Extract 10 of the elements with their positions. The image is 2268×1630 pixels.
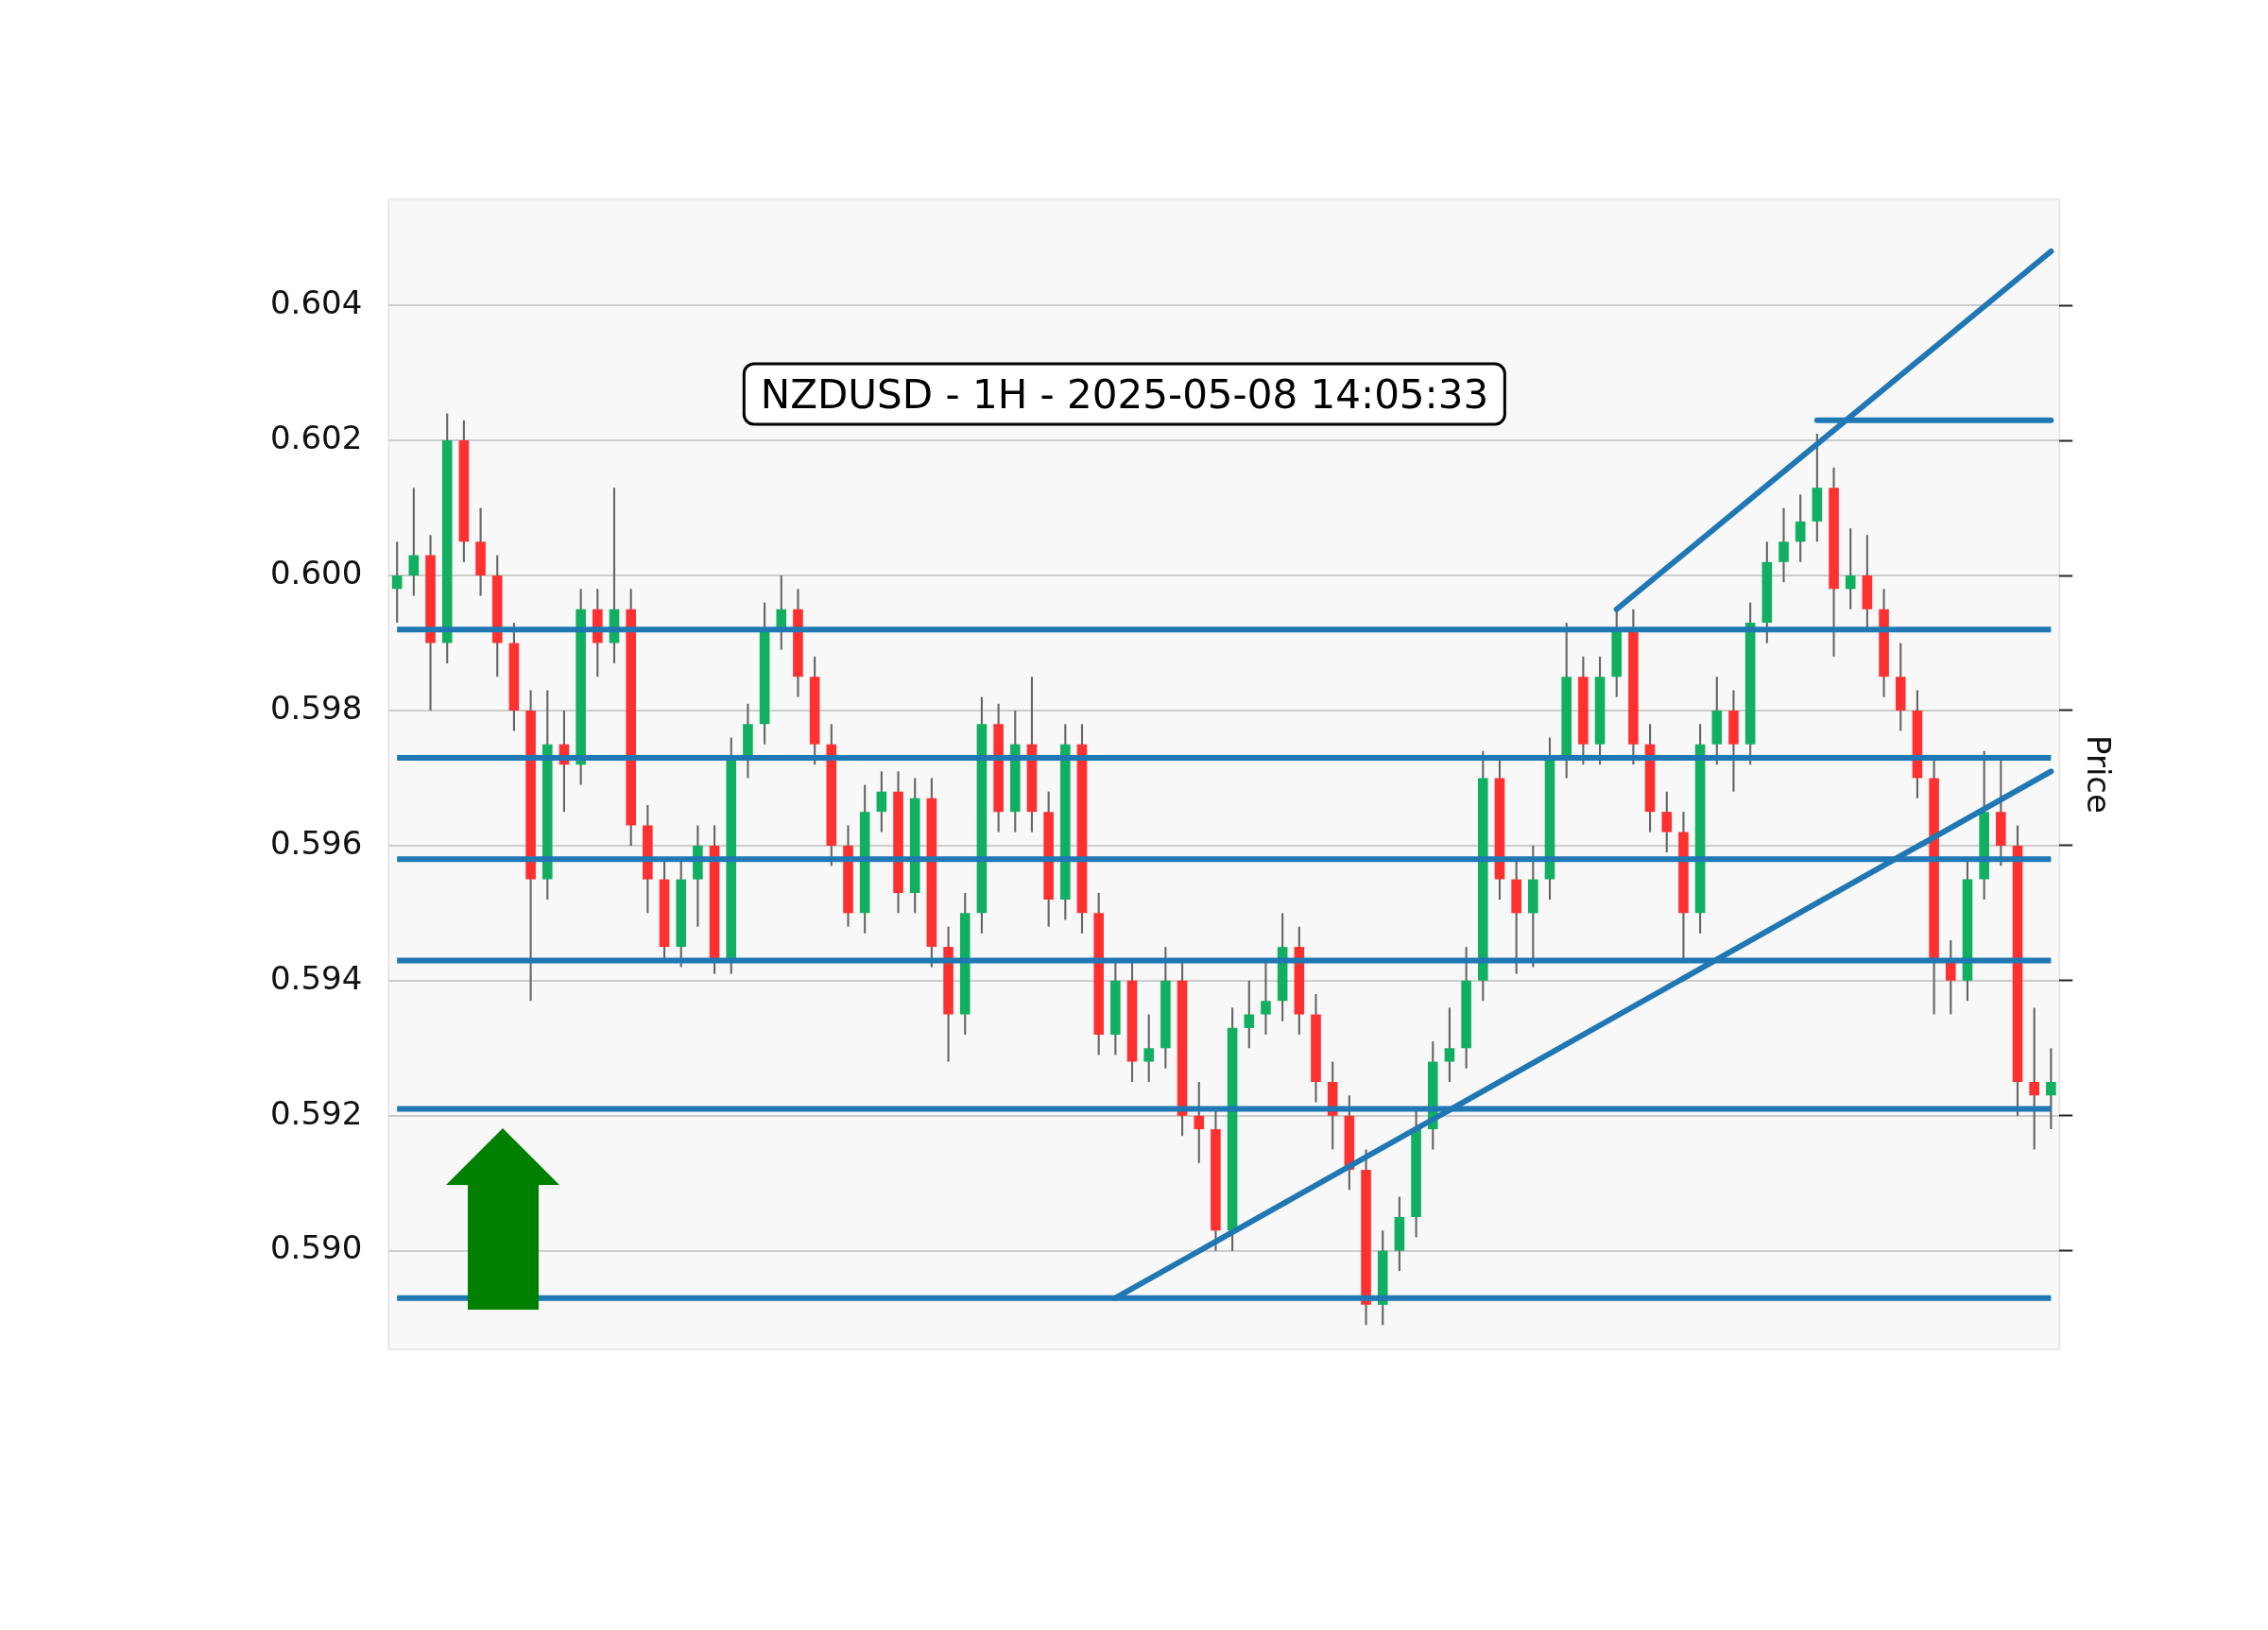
y-tick-label: 0.590 [269, 1228, 363, 1267]
y-tick-label: 0.604 [269, 283, 363, 322]
y-tick-label: 0.592 [269, 1093, 363, 1132]
y-tick-label: 0.594 [269, 958, 363, 997]
y-axis-title: Price [2079, 735, 2118, 814]
y-tick-label: 0.598 [269, 688, 363, 727]
y-tick-label: 0.596 [269, 823, 363, 862]
y-tick-label: 0.602 [269, 418, 363, 456]
y-tick-label: 0.600 [269, 553, 363, 592]
text: NZDUSD - 1H - 2025-05-08 14:05:33 [742, 362, 1507, 426]
